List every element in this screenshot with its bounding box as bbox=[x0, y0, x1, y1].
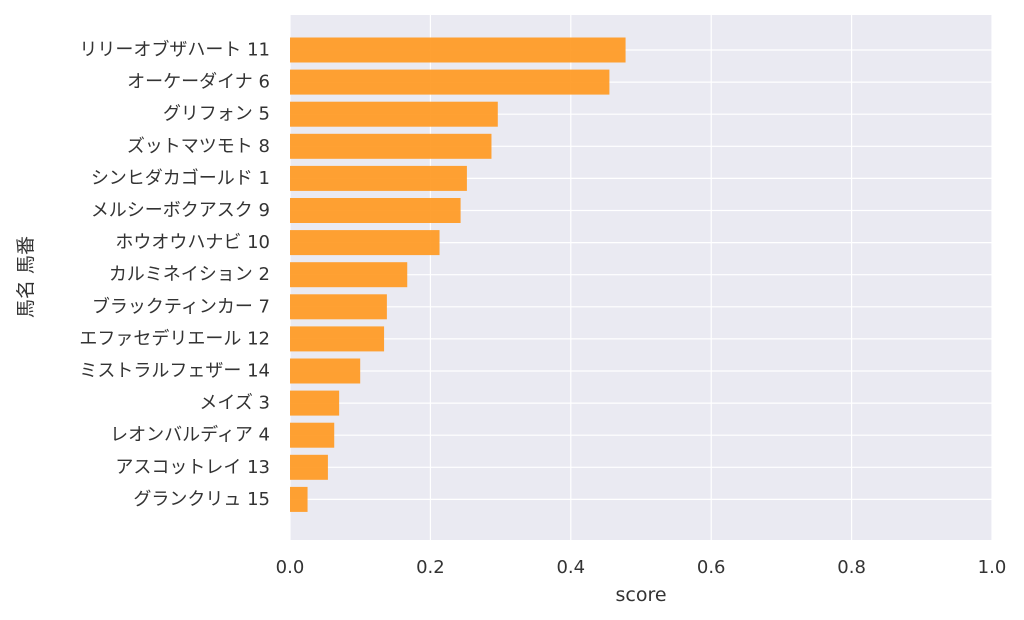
y-tick-label: メルシーボクアスク 9 bbox=[91, 200, 270, 221]
x-tick-label: 0.4 bbox=[556, 557, 585, 578]
y-tick-label: メイズ 3 bbox=[199, 393, 270, 414]
bar bbox=[290, 37, 626, 63]
y-tick-label: アスコットレイ 13 bbox=[115, 457, 270, 478]
bar bbox=[290, 422, 335, 448]
y-tick-label: エファセデリエール 12 bbox=[79, 328, 270, 349]
x-tick-labels: 0.0 0.2 0.4 0.6 0.8 1.0 bbox=[276, 557, 1007, 578]
bar bbox=[290, 101, 498, 127]
x-axis-title: score bbox=[615, 584, 666, 606]
y-tick-label: カルミネイション 2 bbox=[109, 264, 270, 285]
x-tick-label: 1.0 bbox=[978, 557, 1007, 578]
bar bbox=[290, 294, 387, 320]
y-tick-label: グリフォン 5 bbox=[163, 104, 270, 125]
bar bbox=[290, 133, 492, 159]
x-tick-label: 0.0 bbox=[276, 557, 305, 578]
bar bbox=[290, 69, 610, 95]
bar bbox=[290, 326, 385, 352]
bar bbox=[290, 486, 308, 512]
y-tick-label: グランクリュ 15 bbox=[133, 489, 270, 510]
x-tick-label: 0.6 bbox=[697, 557, 726, 578]
bar bbox=[290, 165, 467, 191]
bar bbox=[290, 262, 408, 288]
y-tick-label: ミストラルフェザー 14 bbox=[79, 361, 270, 382]
x-tick-label: 0.8 bbox=[837, 557, 866, 578]
y-axis-title: 馬名 馬番 bbox=[15, 236, 37, 318]
y-tick-label: レオンバルディア 4 bbox=[110, 425, 270, 446]
y-tick-labels: リリーオブザハート 11 オーケーダイナ 6 グリフォン 5 ズットマツモト 8 シンヒ… bbox=[79, 39, 270, 510]
bar bbox=[290, 230, 440, 256]
x-tick-label: 0.2 bbox=[416, 557, 445, 578]
y-tick-label: シンヒダカゴールド 1 bbox=[91, 168, 270, 189]
bar bbox=[290, 358, 361, 384]
bar bbox=[290, 390, 340, 416]
bar bbox=[290, 454, 328, 480]
y-tick-label: ズットマツモト 8 bbox=[127, 136, 270, 157]
bars bbox=[290, 37, 626, 512]
y-tick-label: リリーオブザハート 11 bbox=[79, 39, 270, 61]
bar bbox=[290, 198, 461, 223]
y-tick-label: オーケーダイナ 6 bbox=[127, 72, 270, 93]
y-tick-label: ホウオウハナビ 10 bbox=[115, 232, 270, 253]
y-tick-label: ブラックティンカー 7 bbox=[92, 295, 270, 317]
